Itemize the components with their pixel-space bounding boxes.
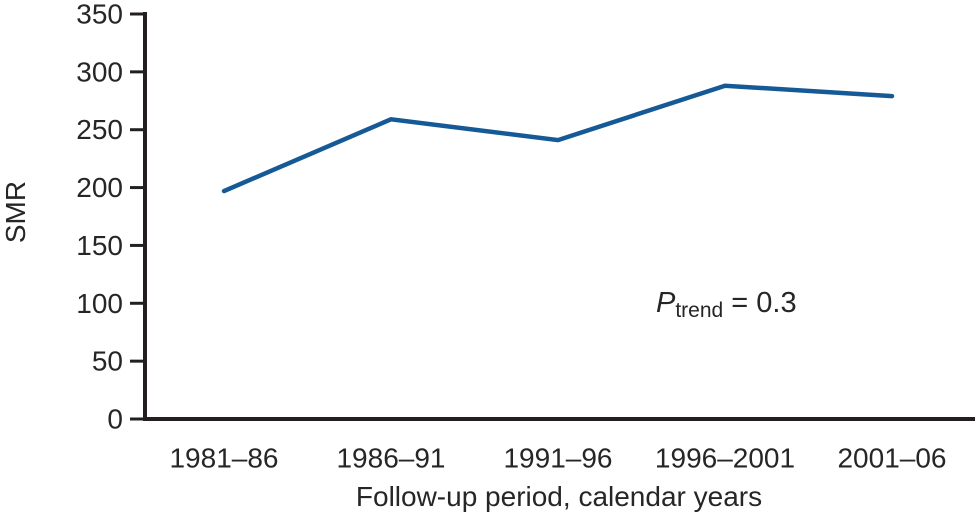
x-category-label: 1981–86 bbox=[169, 443, 278, 474]
y-tick-label: 350 bbox=[76, 0, 123, 30]
p-trend-annotation: Ptrend = 0.3 bbox=[656, 287, 797, 323]
p-subscript: trend bbox=[675, 299, 724, 322]
y-tick-label: 150 bbox=[76, 230, 123, 261]
x-category-label: 1991–96 bbox=[503, 443, 612, 474]
x-category-label: 1986–91 bbox=[336, 443, 445, 474]
y-axis-title: SMR bbox=[0, 180, 31, 244]
p-value: = 0.3 bbox=[723, 287, 797, 319]
y-tick-label: 0 bbox=[107, 404, 123, 435]
smr-data-line bbox=[221, 83, 895, 194]
y-tick-label: 100 bbox=[76, 288, 123, 319]
p-symbol: P bbox=[656, 287, 676, 319]
y-tick-label: 300 bbox=[76, 56, 123, 87]
y-tick-label: 50 bbox=[92, 346, 123, 377]
y-tick-label: 250 bbox=[76, 114, 123, 145]
y-tick-label: 200 bbox=[76, 172, 123, 203]
x-category-label: 1996–2001 bbox=[655, 443, 795, 474]
x-category-label: 2001–06 bbox=[837, 443, 946, 474]
x-axis-title: Follow-up period, calendar years bbox=[355, 481, 763, 512]
